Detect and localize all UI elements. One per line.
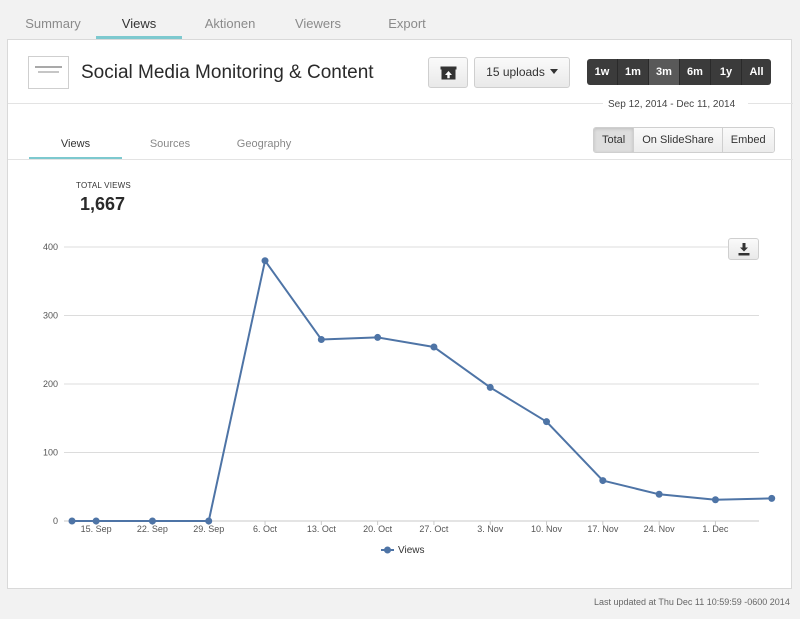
x-tick-label: 13. Oct <box>307 524 337 534</box>
tab-summary[interactable]: Summary <box>25 16 81 31</box>
views-chart: 0 100 200 300 400 15. Sep 22. Sep 29. Sep 6. Oct… <box>43 242 776 556</box>
range-3m-button[interactable]: 3m <box>649 59 680 85</box>
y-tick-label: 0 <box>53 516 58 526</box>
data-point <box>92 517 100 525</box>
y-tick-label: 100 <box>43 448 58 458</box>
subtab-geography[interactable]: Geography <box>236 138 292 150</box>
data-point <box>543 418 551 426</box>
data-point <box>655 490 663 498</box>
presentation-thumbnail[interactable] <box>28 56 69 89</box>
range-1y-button[interactable]: 1y <box>711 59 742 85</box>
tab-views[interactable]: Views <box>96 0 182 39</box>
data-point <box>768 494 776 502</box>
total-views-value: 1,667 <box>80 194 126 214</box>
range-6m-button[interactable]: 6m <box>680 59 711 85</box>
divider <box>8 159 793 160</box>
filter-embed-button[interactable]: Embed <box>722 128 774 152</box>
upload-button[interactable] <box>428 57 468 88</box>
filter-slideshare-button[interactable]: On SlideShare <box>634 128 723 152</box>
tab-viewers[interactable]: Viewers <box>294 16 341 31</box>
data-point <box>205 517 213 525</box>
x-tick-label: 22. Sep <box>137 524 168 534</box>
source-filter: Total On SlideShare Embed <box>593 127 775 153</box>
x-tick-label: 10. Nov <box>531 524 563 534</box>
data-point <box>486 383 494 391</box>
subtab-sources[interactable]: Sources <box>149 138 191 150</box>
data-point <box>711 496 719 504</box>
series-line-views <box>72 259 772 522</box>
tab-export[interactable]: Export <box>388 16 426 31</box>
legend-swatch-marker <box>384 546 391 554</box>
thumbnail-line <box>38 71 59 73</box>
x-tick-label: 6. Oct <box>253 524 278 534</box>
x-tick-label: 24. Nov <box>644 524 676 534</box>
uploads-label: 15 uploads <box>486 65 545 79</box>
total-views-label: TOTAL VIEWS <box>76 181 131 190</box>
analytics-card: 0 100 200 300 400 15. Sep 22. Sep 29. Sep 6. Oct… <box>7 39 793 589</box>
x-tick-label: 20. Oct <box>363 524 393 534</box>
divider <box>748 103 793 104</box>
legend-label: Views <box>398 545 425 556</box>
top-tab-bar: Summary Views Aktionen Viewers Export <box>0 0 800 40</box>
x-tick-label: 15. Sep <box>81 524 112 534</box>
data-point <box>374 333 382 341</box>
uploads-dropdown[interactable]: 15 uploads <box>474 57 570 88</box>
data-point <box>68 517 76 525</box>
archive-upload-icon <box>440 66 457 80</box>
data-point <box>430 343 438 351</box>
x-tick-label: 17. Nov <box>587 524 619 534</box>
y-tick-label: 400 <box>43 242 58 252</box>
data-point <box>599 477 607 485</box>
x-tick-label: 1. Dec <box>702 524 729 534</box>
data-point <box>261 257 269 265</box>
subtab-views[interactable]: Views <box>29 128 122 159</box>
range-1m-button[interactable]: 1m <box>618 59 649 85</box>
range-all-button[interactable]: All <box>749 66 764 78</box>
data-point <box>317 335 325 343</box>
thumbnail-line <box>35 66 62 68</box>
caret-down-icon <box>549 69 558 74</box>
download-icon <box>738 243 750 256</box>
download-chart-button[interactable] <box>728 238 759 260</box>
date-range-label: Sep 12, 2014 - Dec 11, 2014 <box>608 99 736 110</box>
x-tick-label: 27. Oct <box>419 524 449 534</box>
range-1w-button[interactable]: 1w <box>587 59 618 85</box>
range-selector: 1w 1m 3m 6m 1y All <box>587 59 771 85</box>
data-point <box>148 517 156 525</box>
last-updated-text: Last updated at Thu Dec 11 10:59:59 -060… <box>594 597 790 607</box>
tab-aktionen[interactable]: Aktionen <box>204 16 256 31</box>
y-tick-label: 200 <box>43 379 58 389</box>
divider <box>8 103 603 104</box>
y-tick-label: 300 <box>43 311 58 321</box>
page-title: Social Media Monitoring & Content <box>81 62 374 83</box>
filter-total-button[interactable]: Total <box>594 128 635 152</box>
x-tick-label: 3. Nov <box>477 524 504 534</box>
x-tick-label: 29. Sep <box>193 524 224 534</box>
